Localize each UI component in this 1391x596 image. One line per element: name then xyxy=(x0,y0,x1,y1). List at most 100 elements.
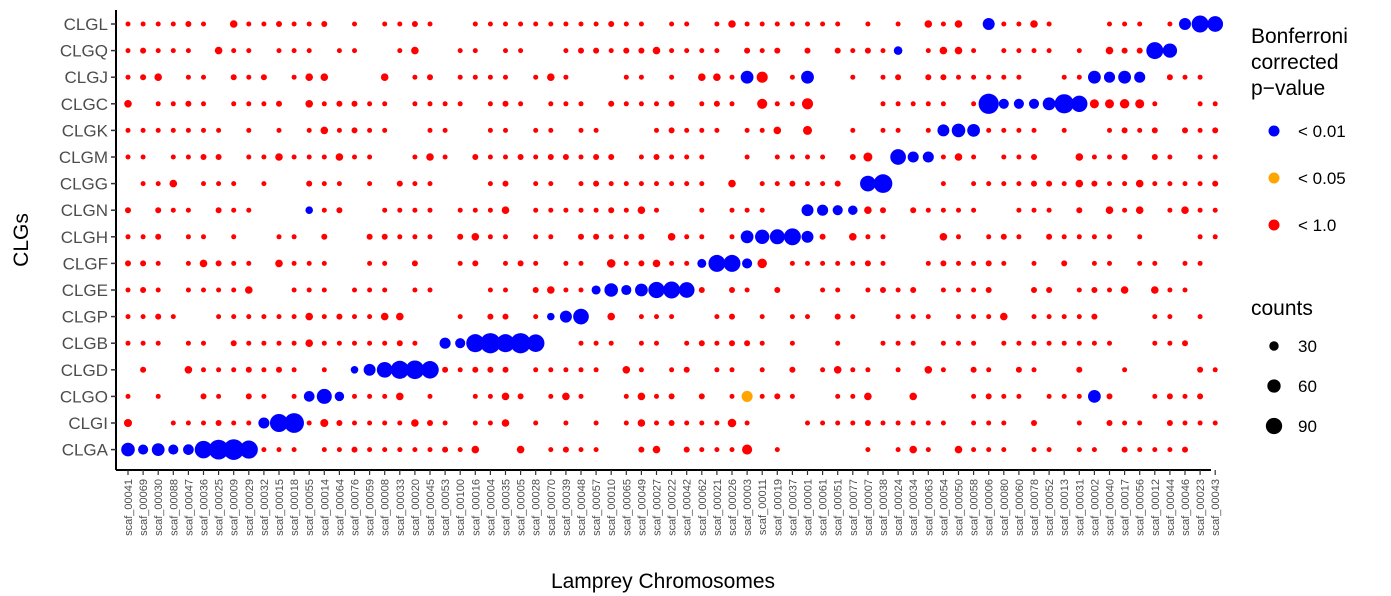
data-point xyxy=(352,340,357,346)
data-point xyxy=(954,20,963,28)
data-point xyxy=(427,393,433,399)
x-tick-label: scaf_00054 xyxy=(938,479,950,536)
data-point xyxy=(1146,42,1164,60)
data-point xyxy=(260,74,267,81)
data-point xyxy=(910,420,916,426)
x-tick-label: scaf_00015 xyxy=(274,479,286,536)
x-tick-label: scaf_00033 xyxy=(395,479,407,536)
data-point xyxy=(773,126,782,135)
data-point xyxy=(1061,260,1068,267)
data-point xyxy=(895,447,901,453)
data-point xyxy=(1182,74,1188,80)
data-point xyxy=(382,101,388,107)
data-point xyxy=(850,48,856,54)
data-point xyxy=(291,367,297,373)
data-point xyxy=(1076,314,1082,320)
data-point xyxy=(1031,420,1037,426)
data-point xyxy=(562,446,569,453)
data-point xyxy=(759,127,765,133)
data-point xyxy=(1119,99,1130,109)
data-point xyxy=(155,260,161,266)
legend-key xyxy=(1268,219,1280,231)
data-point xyxy=(291,234,297,240)
data-point xyxy=(668,100,675,107)
data-point xyxy=(125,207,131,214)
data-point xyxy=(321,314,327,320)
data-point xyxy=(185,127,191,133)
data-point xyxy=(1091,313,1098,320)
data-point xyxy=(864,206,872,214)
data-point xyxy=(1076,287,1082,293)
data-point xyxy=(1089,99,1099,109)
x-tick-label: scaf_00063 xyxy=(923,479,935,536)
data-point xyxy=(442,420,448,426)
data-point xyxy=(835,21,841,27)
data-point xyxy=(1046,340,1052,346)
data-point xyxy=(669,74,675,80)
x-tick-label: scaf_00025 xyxy=(214,479,226,536)
data-point xyxy=(245,286,253,294)
data-point xyxy=(971,260,977,266)
data-point xyxy=(258,417,270,429)
data-point xyxy=(245,393,252,400)
data-point xyxy=(230,340,237,347)
data-point xyxy=(276,21,282,27)
data-point xyxy=(547,286,555,294)
data-point xyxy=(1134,71,1146,83)
data-point xyxy=(849,233,857,241)
data-point xyxy=(698,393,705,400)
data-point xyxy=(578,340,584,346)
legend-label: < 1.0 xyxy=(1298,216,1336,235)
data-point xyxy=(1136,47,1143,54)
data-point xyxy=(880,48,886,54)
data-point xyxy=(517,260,524,267)
data-point xyxy=(199,259,208,268)
data-point xyxy=(487,313,494,320)
data-point xyxy=(170,48,176,54)
x-tick-label: scaf_00029 xyxy=(244,479,256,536)
data-point xyxy=(1015,366,1022,373)
data-point xyxy=(654,207,659,213)
x-tick-label: scaf_00057 xyxy=(591,479,603,536)
data-point xyxy=(940,287,946,293)
data-point xyxy=(954,153,963,161)
data-point xyxy=(699,48,705,54)
x-tick-label: scaf_00056 xyxy=(1135,479,1147,536)
data-point xyxy=(155,287,161,293)
data-point xyxy=(1197,314,1203,320)
data-point xyxy=(140,366,147,373)
data-point xyxy=(155,393,161,399)
data-point xyxy=(231,420,237,426)
data-point xyxy=(1061,234,1067,240)
data-point xyxy=(1031,260,1037,266)
data-point xyxy=(1046,314,1052,320)
data-point xyxy=(533,127,539,133)
data-points xyxy=(121,15,1224,460)
data-point xyxy=(1031,340,1037,346)
data-point xyxy=(849,154,856,160)
data-point xyxy=(744,154,750,160)
data-point xyxy=(850,314,856,320)
data-point xyxy=(502,313,509,320)
data-point xyxy=(382,420,388,426)
data-point xyxy=(880,260,886,266)
data-point xyxy=(1001,127,1007,133)
data-point xyxy=(155,101,161,107)
data-point xyxy=(321,181,327,187)
data-point xyxy=(832,205,843,216)
data-point xyxy=(604,283,618,297)
data-point xyxy=(744,340,751,347)
data-point xyxy=(276,366,282,373)
data-point xyxy=(351,446,358,453)
data-point xyxy=(201,74,206,80)
data-point xyxy=(246,74,252,80)
data-point xyxy=(956,260,961,266)
data-point xyxy=(637,419,646,427)
data-point xyxy=(215,420,222,426)
data-point xyxy=(201,21,206,27)
data-point xyxy=(1152,447,1158,453)
x-tick-label: scaf_00002 xyxy=(1089,479,1101,536)
data-point xyxy=(954,46,963,55)
data-point xyxy=(638,101,644,107)
data-point xyxy=(533,420,539,426)
